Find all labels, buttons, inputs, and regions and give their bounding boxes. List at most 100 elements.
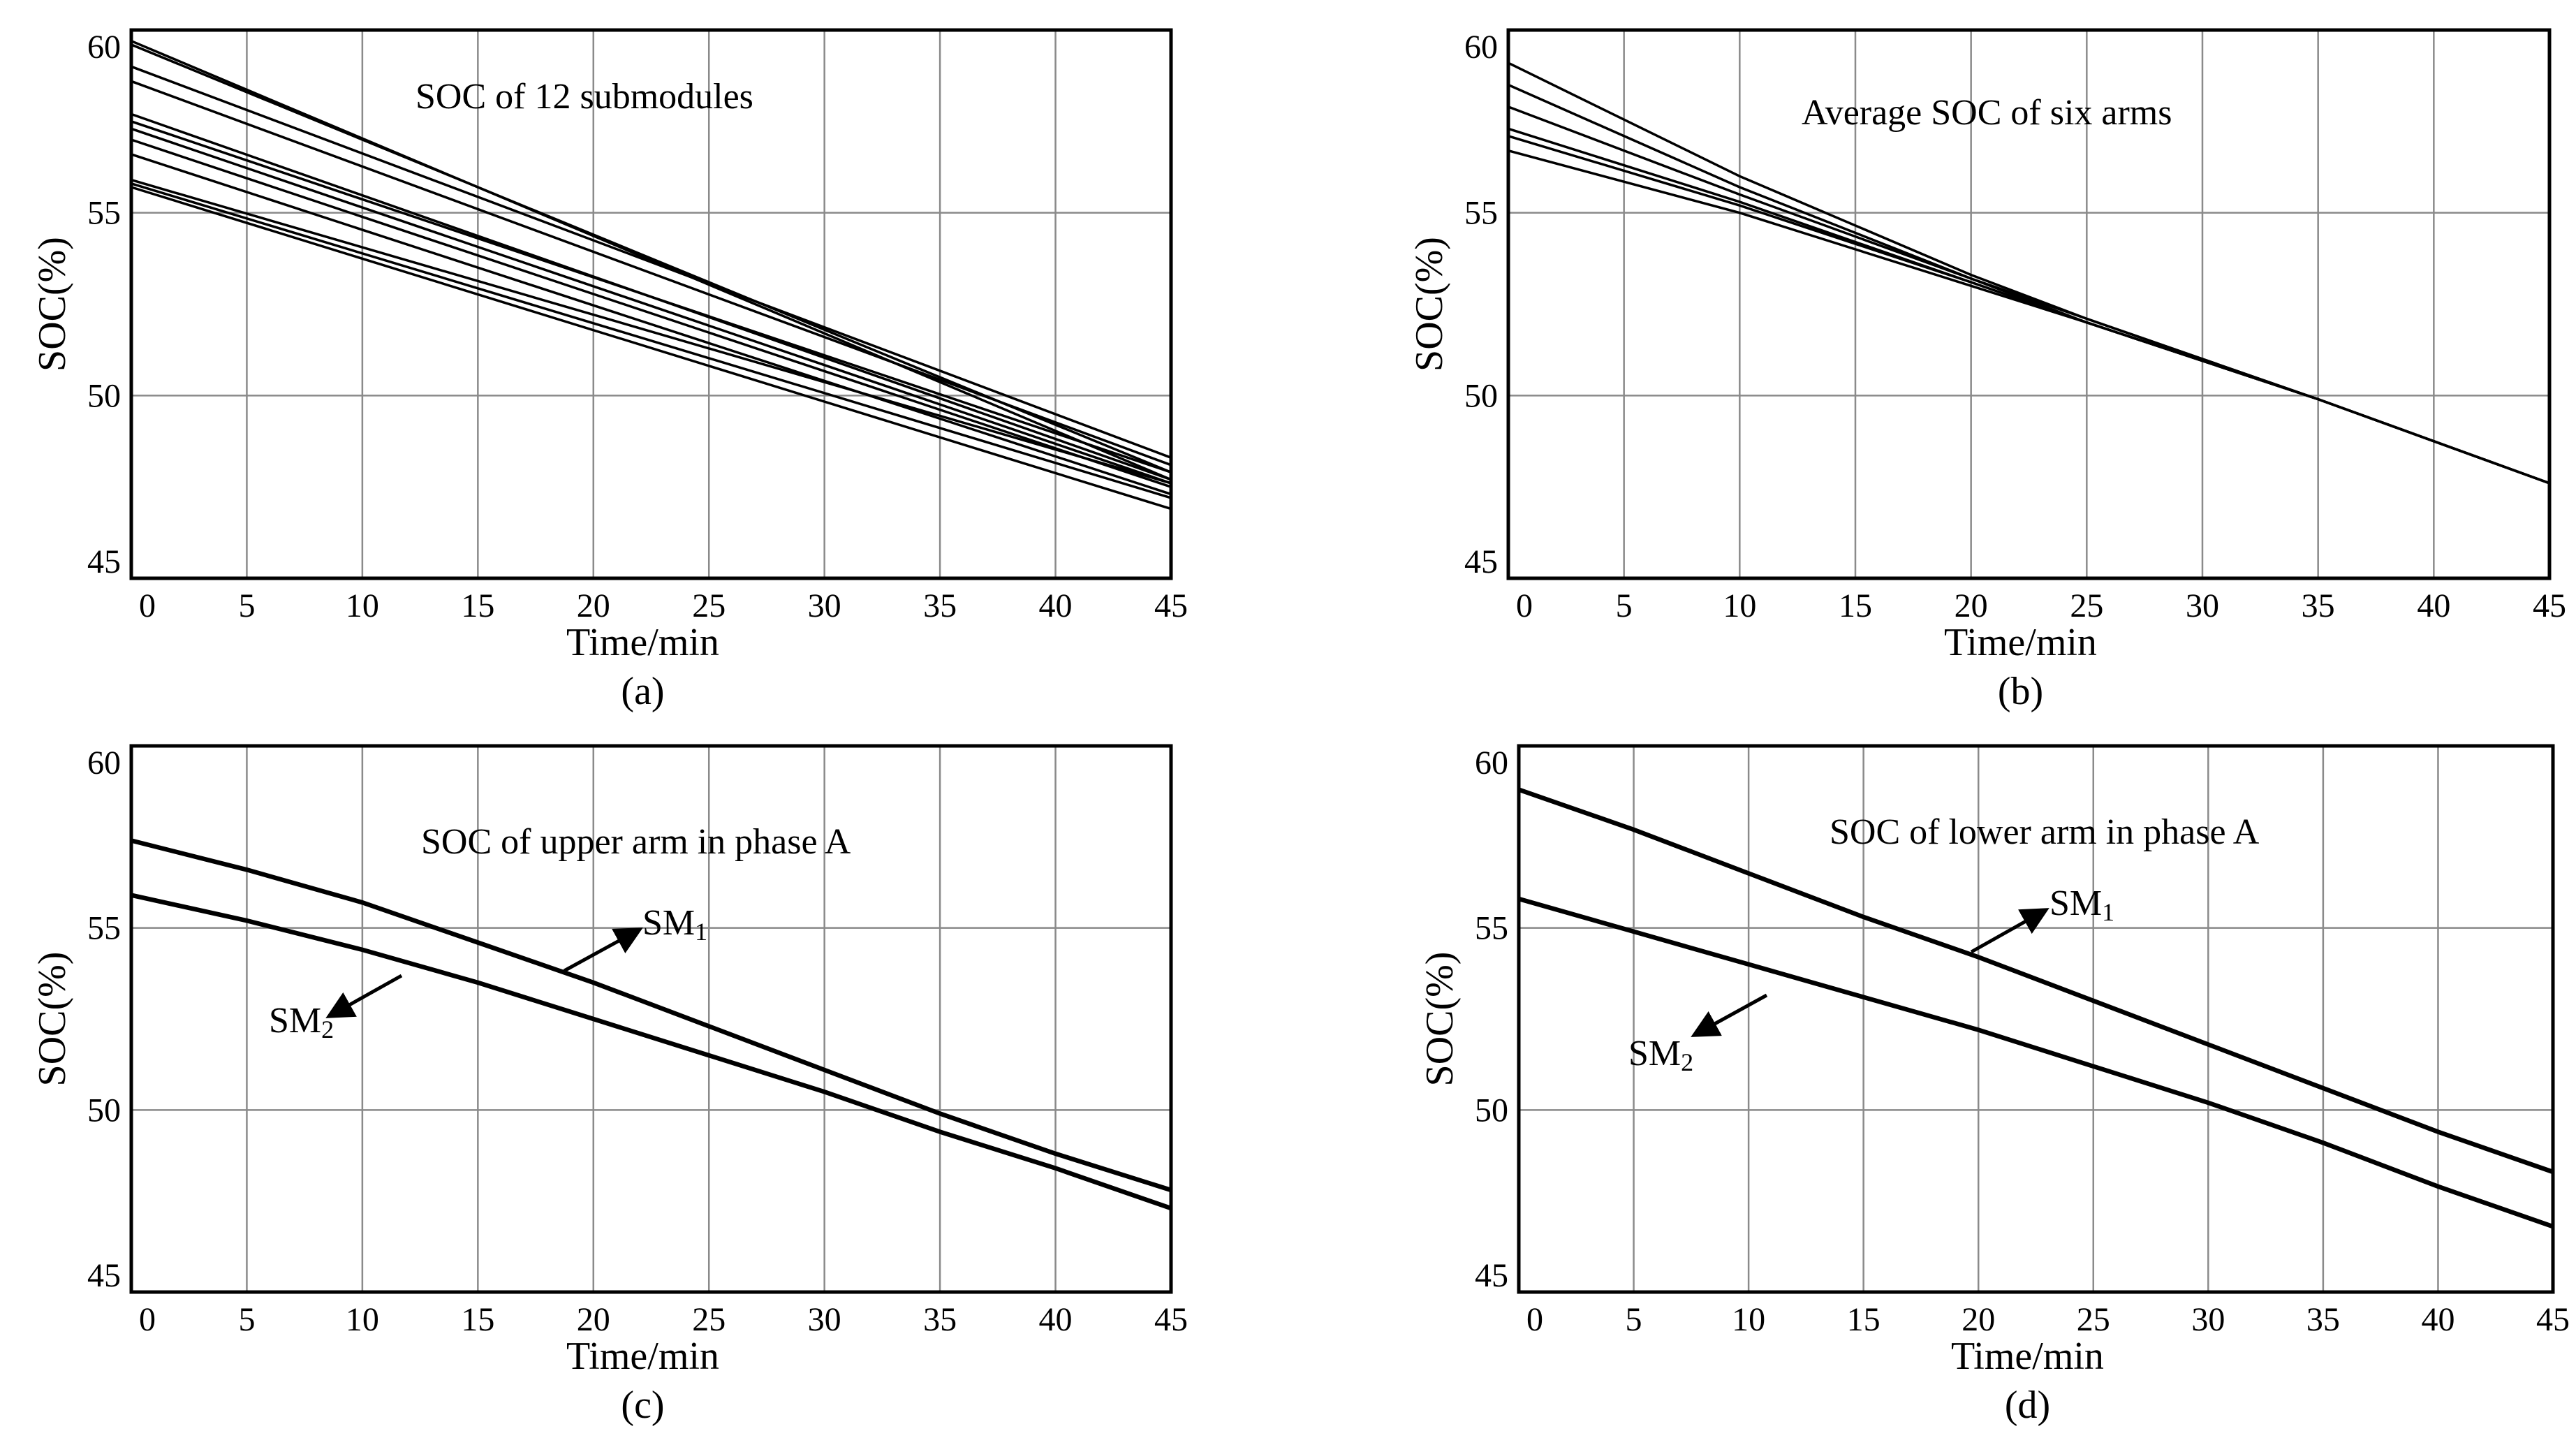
annotation-label-SM1: SM1 <box>2049 883 2114 926</box>
x-tick-label: 25 <box>692 1301 726 1338</box>
annotation-arrow-SM2 <box>325 974 403 1018</box>
annotation-label-SM2: SM2 <box>1628 1034 1693 1076</box>
y-tick-label: 50 <box>1475 1092 1508 1129</box>
series-line-2 <box>1508 83 2550 485</box>
y-axis-title: SOC(%) <box>1418 952 1462 1087</box>
x-tick-label: 15 <box>461 587 494 624</box>
x-tick-label: 20 <box>1962 1301 1995 1338</box>
chart-title: Average SOC of six arms <box>1802 93 2172 133</box>
x-tick-label: 10 <box>346 587 379 624</box>
x-tick-label: 0 <box>1526 1301 1543 1338</box>
x-tick-label: 20 <box>577 1301 610 1338</box>
series-line-11 <box>131 182 1172 499</box>
x-tick-label: 30 <box>2191 1301 2225 1338</box>
x-tick-label: 15 <box>1847 1301 1881 1338</box>
series-line-1 <box>131 40 1172 481</box>
x-tick-label: 20 <box>1955 587 1988 624</box>
x-tick-label: 45 <box>2536 1301 2570 1338</box>
y-axis-title: SOC(%) <box>31 237 74 372</box>
series-line-8 <box>131 138 1172 488</box>
x-tick-label: 5 <box>1616 587 1633 624</box>
panel-caption: (a) <box>621 670 664 713</box>
y-axis-title: SOC(%) <box>31 952 74 1087</box>
series-line-1 <box>1517 787 2554 1175</box>
x-tick-label: 30 <box>2186 587 2219 624</box>
x-tick-label: 5 <box>1626 1301 1642 1338</box>
x-tick-label: 35 <box>2302 587 2335 624</box>
x-axis-title: Time/min <box>1951 1335 2104 1378</box>
x-tick-label: 30 <box>808 587 841 624</box>
y-tick-label: 50 <box>1464 377 1498 414</box>
series-line-10 <box>131 178 1172 485</box>
series-line-7 <box>131 127 1172 485</box>
chart-title: SOC of upper arm in phase A <box>421 822 851 862</box>
x-tick-label: 5 <box>238 587 255 624</box>
x-tick-label: 25 <box>692 587 726 624</box>
x-tick-label: 15 <box>461 1301 494 1338</box>
panel-caption: (c) <box>621 1384 664 1427</box>
x-tick-label: 15 <box>1839 587 1872 624</box>
x-tick-label: 45 <box>2533 587 2566 624</box>
series-line-6 <box>1508 149 2550 485</box>
x-tick-label: 0 <box>139 587 156 624</box>
x-tick-label: 40 <box>1039 1301 1073 1338</box>
x-tick-label: 40 <box>2417 587 2450 624</box>
x-tick-label: 45 <box>1154 587 1188 624</box>
series-line-2 <box>1518 896 2554 1229</box>
plot-frame <box>129 744 1173 1294</box>
x-tick-label: 0 <box>139 1301 156 1338</box>
series-line-2 <box>131 893 1172 1211</box>
y-axis-title: SOC(%) <box>1408 237 1451 372</box>
x-tick-label: 5 <box>238 1301 255 1338</box>
annotation-arrow-SM1 <box>1970 908 2049 954</box>
series-line-12 <box>131 186 1172 511</box>
x-tick-label: 20 <box>577 587 610 624</box>
annotation-arrow-SM1 <box>563 927 643 973</box>
x-tick-label: 10 <box>1723 587 1756 624</box>
x-tick-label: 40 <box>1039 587 1073 624</box>
panel-caption: (d) <box>2005 1384 2050 1427</box>
annotation-label-SM1: SM1 <box>642 903 707 946</box>
y-tick-label: 45 <box>87 1257 121 1294</box>
x-tick-label: 35 <box>923 587 957 624</box>
x-tick-label: 45 <box>1154 1301 1188 1338</box>
x-tick-label: 35 <box>923 1301 957 1338</box>
chart-panel-d: 0 5 10 15 20 25 30 35 40 45 45 50 55 60 Time/min SOC(%)… <box>1418 744 2570 1427</box>
y-tick-label: 60 <box>87 29 121 66</box>
plot-frame <box>129 28 1173 580</box>
y-tick-label: 60 <box>1475 744 1508 782</box>
y-tick-label: 55 <box>1475 910 1508 947</box>
x-axis-title: Time/min <box>1944 621 2097 664</box>
y-tick-label: 60 <box>87 744 121 782</box>
series-line-6 <box>131 120 1172 474</box>
y-tick-label: 50 <box>87 1092 121 1129</box>
plot-frame <box>1517 744 2555 1294</box>
x-tick-label: 40 <box>2421 1301 2454 1338</box>
x-tick-label: 0 <box>1516 587 1533 624</box>
y-tick-label: 55 <box>87 910 121 947</box>
x-tick-label: 35 <box>2306 1301 2340 1338</box>
chart-title: SOC of 12 submodules <box>415 77 753 117</box>
series-line-5 <box>1508 135 2550 485</box>
y-tick-label: 55 <box>87 195 121 232</box>
x-axis-title: Time/min <box>566 1335 719 1378</box>
chart-panel-b: 0 5 10 15 20 25 30 35 40 45 45 50 55 60 Time/min SOC(%)… <box>1408 28 2566 713</box>
y-tick-label: 45 <box>1464 543 1498 580</box>
y-tick-label: 60 <box>1464 29 1498 66</box>
annotation-label-SM2: SM2 <box>269 1001 334 1043</box>
x-tick-label: 10 <box>1732 1301 1765 1338</box>
y-tick-label: 55 <box>1464 195 1498 232</box>
x-tick-label: 25 <box>2070 587 2103 624</box>
series-line-1 <box>131 838 1172 1193</box>
series-line-3 <box>131 65 1172 459</box>
x-tick-label: 10 <box>346 1301 379 1338</box>
y-tick-label: 45 <box>1475 1257 1508 1294</box>
plot-frame <box>1506 28 2552 580</box>
chart-title: SOC of lower arm in phase A <box>1830 812 2260 852</box>
y-tick-label: 50 <box>87 377 121 414</box>
chart-panel-c: 0 5 10 15 20 25 30 35 40 45 45 50 55 60 Time/min SOC(%)… <box>31 744 1188 1427</box>
series-line-9 <box>131 153 1172 496</box>
x-tick-label: 30 <box>808 1301 841 1338</box>
chart-panel-a: 0 5 10 15 20 25 30 35 40 45 45 50 55 60 Time/min SOC(%)… <box>31 28 1188 713</box>
